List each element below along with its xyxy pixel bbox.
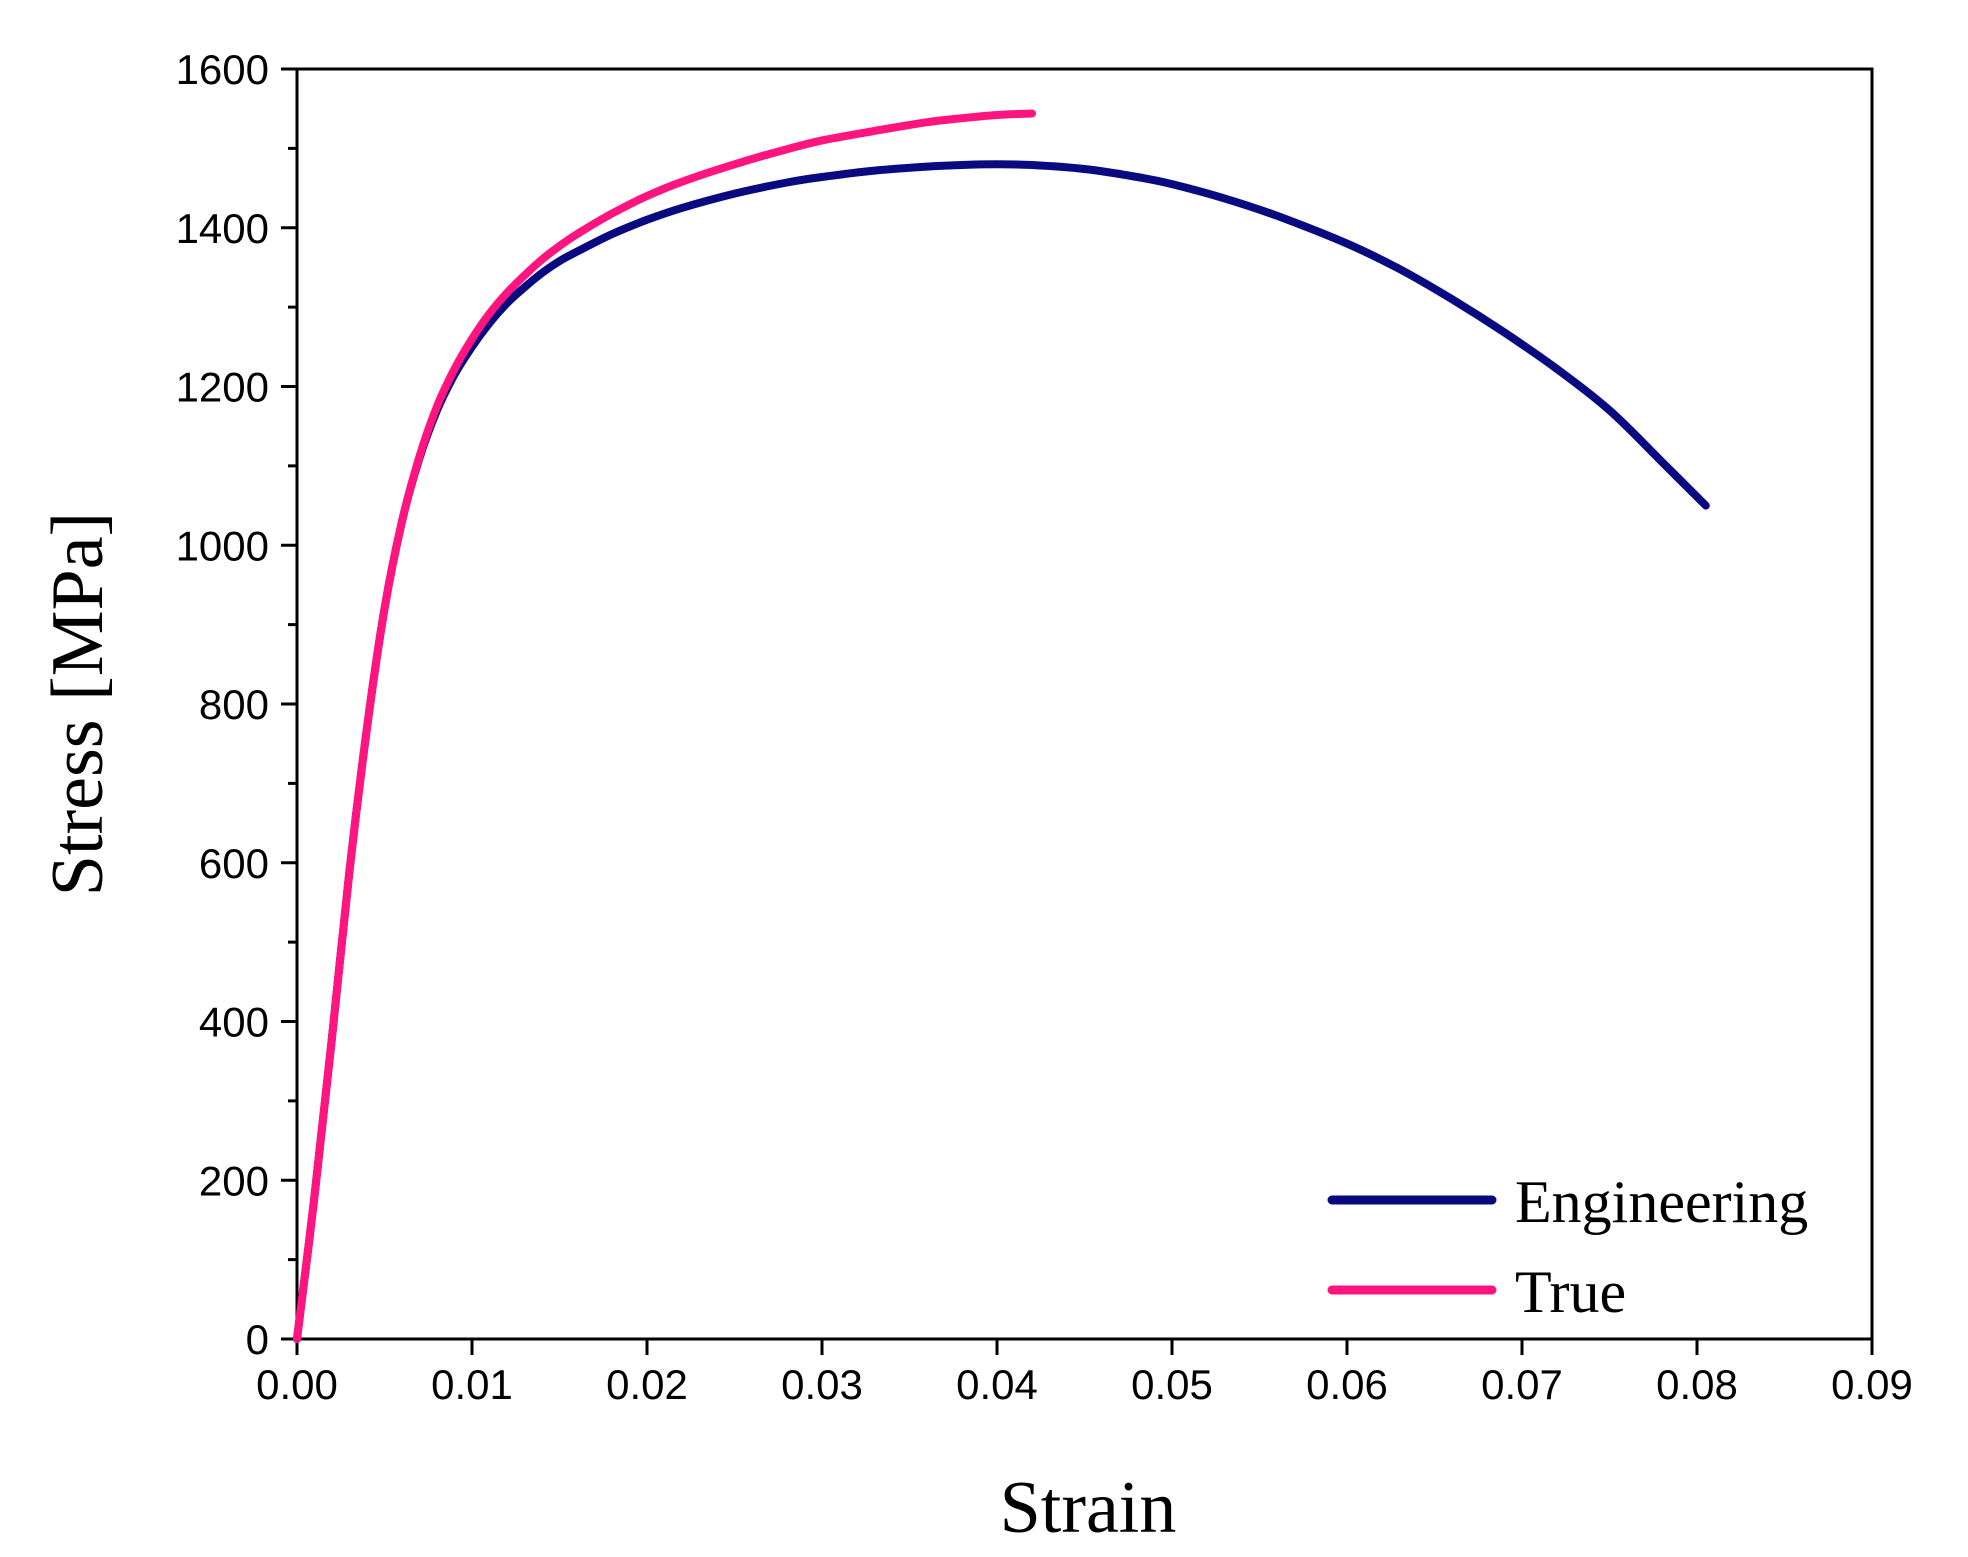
x-tick-label: 0.05 — [1131, 1361, 1213, 1408]
y-tick-label: 0 — [246, 1316, 269, 1363]
x-tick-label: 0.04 — [956, 1361, 1038, 1408]
x-tick-label: 0.06 — [1306, 1361, 1388, 1408]
x-axis-title: Strain — [1000, 1467, 1177, 1549]
y-tick-label: 800 — [199, 681, 269, 728]
x-tick-label: 0.08 — [1656, 1361, 1738, 1408]
y-tick-label: 200 — [199, 1157, 269, 1204]
series-line-engineering — [293, 160, 1710, 1343]
series-line-true — [293, 109, 1036, 1343]
y-tick-label: 1000 — [176, 522, 269, 569]
x-tick-label: 0.02 — [606, 1361, 688, 1408]
y-tick-label: 1400 — [176, 205, 269, 252]
legend-label-engineering: Engineering — [1515, 1169, 1808, 1235]
x-tick-label: 0.03 — [781, 1361, 863, 1408]
y-axis-title: Stress [MPa] — [37, 512, 119, 896]
legend: Engineering True — [1327, 1169, 1808, 1325]
y-axis-ticks: 0 200 400 600 800 1000 1200 1400 1600 — [176, 46, 297, 1363]
plot-frame — [295, 67, 1874, 1341]
series-layer — [293, 109, 1710, 1343]
legend-label-true: True — [1515, 1259, 1626, 1325]
x-tick-label: 0.09 — [1831, 1361, 1913, 1408]
x-tick-label: 0.07 — [1481, 1361, 1563, 1408]
x-axis-ticks: 0.00 0.01 0.02 0.03 0.04 0.05 0.06 0.07 0.08 0.09 — [256, 1339, 1913, 1408]
x-tick-label: 0.00 — [256, 1361, 338, 1408]
y-tick-label: 1200 — [176, 364, 269, 411]
y-tick-label: 600 — [199, 840, 269, 887]
y-tick-label: 400 — [199, 999, 269, 1046]
x-tick-label: 0.01 — [431, 1361, 513, 1408]
y-tick-label: 1600 — [176, 46, 269, 93]
